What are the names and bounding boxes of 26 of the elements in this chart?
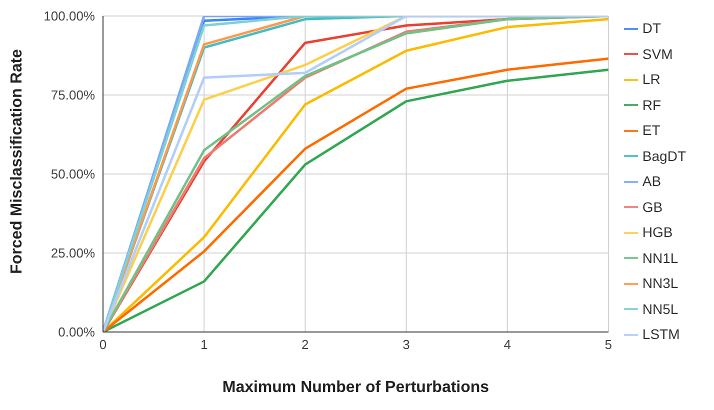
x-tick-label: 3 bbox=[402, 337, 410, 352]
legend-label: GB bbox=[642, 198, 663, 214]
x-axis-title: Maximum Number of Perturbations bbox=[222, 379, 490, 396]
y-tick-label: 75.00% bbox=[50, 88, 96, 103]
legend-label: LR bbox=[642, 71, 660, 87]
legend-label: ET bbox=[642, 122, 660, 138]
legend-label: NN5L bbox=[642, 300, 678, 316]
legend-label: RF bbox=[642, 96, 662, 112]
x-tick-label: 4 bbox=[504, 337, 511, 352]
y-tick-label: 0.00% bbox=[58, 324, 96, 340]
legend-label: SVM bbox=[642, 46, 673, 62]
legend-label: LSTM bbox=[642, 326, 680, 342]
legend-label: BagDT bbox=[642, 148, 686, 164]
x-tick-label: 0 bbox=[99, 337, 107, 352]
y-tick-label: 50.00% bbox=[50, 166, 96, 182]
legend-label: NN1L bbox=[642, 250, 678, 266]
x-tick-label: 2 bbox=[302, 337, 309, 352]
y-tick-label: 25.00% bbox=[50, 246, 96, 261]
legend-label: NN3L bbox=[642, 275, 678, 291]
legend-label: HGB bbox=[642, 224, 673, 240]
y-axis-title: Forced Misclassification Rate bbox=[8, 48, 26, 274]
y-tick-label: 100.00% bbox=[44, 8, 96, 24]
legend-label: DT bbox=[642, 20, 662, 36]
legend-label: AB bbox=[642, 173, 662, 189]
x-tick-label: 5 bbox=[604, 337, 612, 352]
x-tick-label: 1 bbox=[200, 337, 208, 352]
